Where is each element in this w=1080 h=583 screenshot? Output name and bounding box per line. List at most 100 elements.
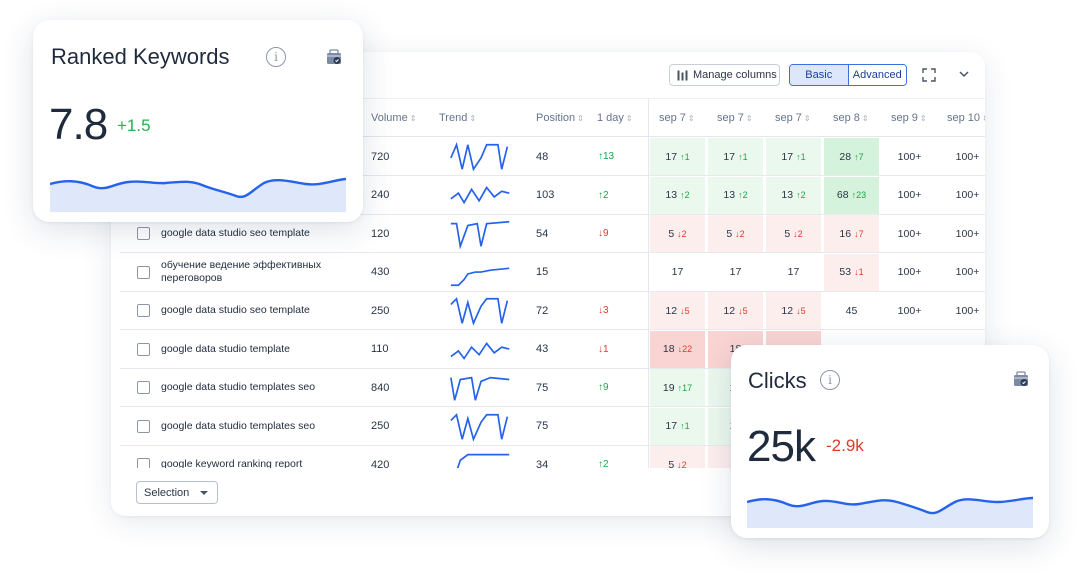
table-row[interactable]: 240 103 ↑ 2 13 ↑2 13 ↑2 13 ↑2 68 ↑23 100+ 100+ xyxy=(120,176,985,215)
rank-change-value: 17 xyxy=(682,382,693,393)
sort-icon: ⇕ xyxy=(577,114,584,123)
sort-icon: ⇕ xyxy=(861,114,869,123)
rank-change: ↓2 xyxy=(793,229,803,239)
arrow-down-icon: ↓ xyxy=(677,228,682,239)
rank-change-value: 2 xyxy=(684,190,690,200)
clicks-sparkline xyxy=(747,496,1033,528)
volume-cell: 250 xyxy=(371,304,390,317)
row-checkbox[interactable] xyxy=(137,304,150,317)
position-cell: 48 xyxy=(536,150,549,163)
column-divider xyxy=(648,98,649,516)
rank-cell: 19 ↑17 xyxy=(650,369,705,406)
col-position-header[interactable]: Position ⇕ xyxy=(536,112,584,124)
arrow-up-icon: ↑ xyxy=(738,151,743,162)
rank-value: 13 xyxy=(665,189,678,201)
day-change-cell: ↓ 9 xyxy=(598,215,609,252)
rank-value: 13 xyxy=(781,189,794,201)
arrow-up-icon: ↑ xyxy=(796,190,801,200)
rank-cell: 100+ xyxy=(940,215,985,252)
col-1day-header[interactable]: 1 day ⇕ xyxy=(597,112,633,124)
view-mode-toggle[interactable]: Basic Advanced xyxy=(789,64,907,86)
rank-change: ↑2 xyxy=(796,190,806,200)
expand-icon[interactable] xyxy=(922,68,936,82)
position-cell: 34 xyxy=(536,458,549,471)
volume-cell: 240 xyxy=(371,189,390,201)
chevron-down-icon[interactable] xyxy=(957,67,971,81)
arrow-up-icon: ↑ xyxy=(851,190,857,200)
position-cell: 54 xyxy=(536,227,549,240)
info-icon[interactable]: i xyxy=(820,370,840,390)
col-date-header[interactable]: sep 10⇕ xyxy=(947,112,985,124)
rank-value: 45 xyxy=(845,304,858,317)
rank-change-value: 2 xyxy=(739,228,745,239)
arrow-down-icon: ↓ xyxy=(735,228,740,239)
rank-value: 16 xyxy=(839,227,852,240)
rank-value: 13 xyxy=(723,189,736,201)
rank-value: 17 xyxy=(665,150,678,163)
table-toolbar: Manage columns Basic Advanced xyxy=(111,52,985,98)
rank-value: 18 xyxy=(662,343,675,355)
rank-change-value: 7 xyxy=(858,228,864,239)
rank-change-value: 5 xyxy=(684,305,690,316)
rank-change: ↑2 xyxy=(680,190,690,200)
day-change-value: 9 xyxy=(603,382,609,393)
rank-value: 12 xyxy=(665,304,678,317)
volume-cell: 420 xyxy=(371,458,390,471)
info-icon[interactable]: i xyxy=(266,47,286,67)
table-row[interactable]: google data studio seo template 250 72 ↓ 3 12… xyxy=(120,292,985,330)
arrow-up-icon: ↑ xyxy=(598,459,603,470)
manage-columns-button[interactable]: Manage columns xyxy=(669,64,780,86)
rank-value: 53 xyxy=(839,266,852,278)
arrow-up-icon: ↑ xyxy=(796,151,801,162)
sort-icon: ⇕ xyxy=(625,114,633,123)
volume-cell: 120 xyxy=(371,227,390,240)
view-basic-button[interactable]: Basic xyxy=(790,65,849,85)
col-volume-header[interactable]: Volume ⇕ xyxy=(371,112,416,124)
row-checkbox[interactable] xyxy=(137,265,150,279)
col-trend-header[interactable]: Trend ⇕ xyxy=(439,112,476,124)
selection-label: Selection xyxy=(144,486,190,499)
rank-value: 100+ xyxy=(897,304,922,317)
rank-cell: 16 ↓7 xyxy=(824,215,879,252)
col-date-header[interactable]: sep 9 ⇕ xyxy=(891,112,927,124)
col-date-header[interactable]: sep 7 ⇕ xyxy=(717,112,753,124)
ranked-keywords-value: 7.8 xyxy=(49,100,108,149)
col-date-header[interactable]: sep 8 ⇕ xyxy=(833,112,869,124)
arrow-up-icon: ↑ xyxy=(738,190,743,200)
keyword-cell: обучение ведение эффективных переговоров xyxy=(161,259,322,284)
rank-cell: 100+ xyxy=(882,177,937,214)
day-change-cell: ↑ 2 xyxy=(598,177,609,214)
trend-sparkline xyxy=(450,376,510,401)
rank-change: ↓5 xyxy=(796,306,806,316)
col-date-header[interactable]: sep 7 ⇕ xyxy=(775,112,811,124)
rank-change: ↑17 xyxy=(678,383,693,393)
rank-value: 17 xyxy=(781,150,794,163)
arrow-down-icon: ↓ xyxy=(677,459,682,470)
row-checkbox[interactable] xyxy=(137,381,150,394)
col-volume-label: Volume xyxy=(371,112,408,124)
arrow-up-icon: ↑ xyxy=(677,382,683,393)
rank-cell: 28 ↑7 xyxy=(824,138,879,175)
rank-value: 100+ xyxy=(955,227,980,240)
rank-value: 17 xyxy=(723,150,736,163)
table-row[interactable]: 720 48 ↑ 13 17 ↑1 17 ↑1 17 ↑1 28 ↑7 100+ 100+ xyxy=(120,138,985,176)
col-date-label: sep 7 xyxy=(775,112,802,124)
rank-change: ↑1 xyxy=(796,152,806,162)
row-checkbox[interactable] xyxy=(137,419,150,433)
table-row[interactable]: google data studio seo template 120 54 ↓ 9 5 ↓… xyxy=(120,215,985,253)
arrow-down-icon: ↓ xyxy=(677,344,683,354)
sort-icon: ⇕ xyxy=(919,114,927,123)
col-date-label: sep 9 xyxy=(891,112,918,124)
arrow-down-icon: ↓ xyxy=(854,228,859,239)
rank-value: 12 xyxy=(723,304,736,317)
rank-change-value: 1 xyxy=(684,151,690,162)
selection-dropdown[interactable]: Selection xyxy=(136,481,218,504)
view-advanced-button[interactable]: Advanced xyxy=(848,65,906,85)
row-checkbox[interactable] xyxy=(137,227,150,240)
table-row[interactable]: обучение ведение эффективных переговоров… xyxy=(120,253,985,292)
row-checkbox[interactable] xyxy=(137,342,150,356)
col-date-header[interactable]: sep 7 ⇕ xyxy=(659,112,695,124)
rank-change: ↓7 xyxy=(854,229,864,239)
rank-change-value: 2 xyxy=(742,190,748,200)
lock-icon xyxy=(1014,371,1028,386)
